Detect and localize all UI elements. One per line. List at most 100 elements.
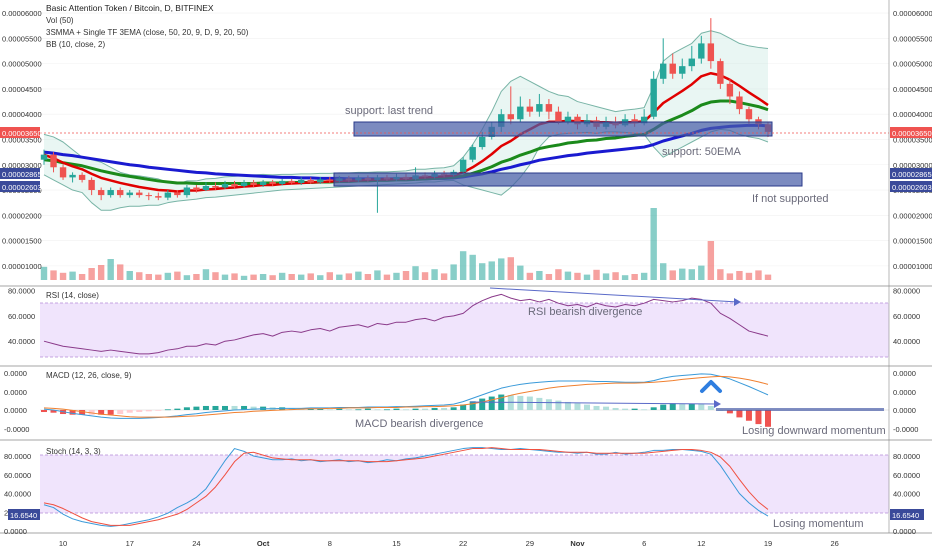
rsi-left-tick-label: 40.0000 [8,337,35,346]
price-tick-label: 0.00002000 [893,211,932,220]
macd-histogram-bar [193,406,200,410]
price-tick-label: 0.00006000 [893,9,932,18]
time-tick-label: 26 [831,539,839,548]
macd-histogram-bar [126,410,133,413]
volume-bar [564,271,572,280]
volume-bar [459,251,467,280]
candle-body [259,181,267,185]
candle-body [97,190,105,196]
macd-histogram-bar [698,403,705,410]
time-tick-label: 10 [59,539,67,548]
stoch-panel[interactable]: Losing momentum Stoch (14, 3, 3) [40,447,889,530]
left-price-tick-label: 0.00005500 [2,34,42,43]
volume-bar [450,264,457,280]
stoch-tick-label: 0.0000 [893,527,916,536]
candle-body [526,106,534,112]
macd-panel[interactable]: MACD bearish divergence Losing downward … [40,371,889,437]
volume-bar [593,269,600,280]
volume-bar [145,274,152,280]
left-price-tick-label: 0.00006000 [2,9,42,18]
volume-bar [583,274,591,280]
volume-bar [707,241,715,280]
macd-histogram-bar [660,404,667,410]
macd-histogram-bar [688,403,695,410]
rsi-panel[interactable]: RSI bearish divergence RSI (14, close) [40,287,889,358]
candle-body [574,116,581,125]
macd-histogram-bar [488,396,495,410]
candle-body [459,159,467,172]
candle-body [40,154,48,160]
candle-body [50,154,57,168]
volume-bar [669,270,676,280]
volume-bar [764,274,772,280]
support-box-lower [333,172,803,187]
candle-body [88,179,95,191]
price-tick-label: 0.00005500 [893,34,932,43]
candle-body [136,192,143,196]
macd-histogram-bar [450,407,457,410]
candle-body [717,61,724,84]
macd-label: MACD (12, 26, close, 9) [46,371,132,380]
macd-histogram-bar [707,405,714,410]
annotation-support-50ema: support: 50EMA [662,146,742,158]
volume-bar [440,273,448,280]
volume-bar [640,272,648,280]
macd-tick-label: 0.0000 [893,388,916,397]
macd-left-tick-label: 0.0000 [4,406,27,415]
macd-histogram-bar [431,407,438,410]
volume-bar [183,275,191,280]
macd-histogram-bar [669,403,676,410]
candle-body [498,114,505,127]
volume-bar [336,274,343,280]
macd-histogram-bar [326,409,333,411]
stoch-d-line [43,447,769,526]
rsi-label: RSI (14, close) [46,291,99,300]
macd-histogram-bar [136,410,143,413]
svg-text:0.00003650: 0.00003650 [892,129,932,138]
macd-arrow-head-icon [714,400,721,408]
volume-bar [250,274,257,280]
rsi-tick-label: 40.0000 [893,337,920,346]
candle-body [183,187,191,196]
candle-body [250,182,257,185]
macd-histogram-bar [403,409,409,411]
price-tick-label: 0.00001000 [893,262,932,271]
volume-bar [345,273,353,280]
volume-bar [88,268,95,280]
stoch-current-badge: 16.6540 16.6540 [8,509,924,520]
candle-body [69,174,76,178]
macd-histogram-bar [612,407,619,410]
macd-left-tick-label: 0.0000 [4,388,27,397]
macd-divergence-arrow [469,401,719,405]
volume-bar [326,272,333,280]
candle-body [545,104,553,112]
time-axis[interactable]: 10 17 24 Oct 8 15 22 29 Nov 6 12 19 26 [59,539,839,548]
macd-histogram-bar [231,405,238,410]
macd-tick-label: 0.0000 [893,369,916,378]
time-tick-label: Oct [257,539,270,548]
volume-bar [383,274,391,280]
volume-bar [374,270,381,280]
volume-bar [745,272,753,280]
rsi-left-tick-label: 60.0000 [8,312,35,321]
macd-histogram-bar [364,408,371,410]
volume-bar [298,274,305,280]
macd-histogram-bar [422,408,429,410]
volume-bar [631,274,638,280]
volume-bar [259,274,267,280]
macd-histogram-bar [555,400,562,410]
macd-histogram-bar [641,409,648,411]
svg-text:0.00002865: 0.00002865 [2,170,42,179]
stoch-left-tick-label: 40.0000 [4,490,31,499]
svg-text:0.00002603: 0.00002603 [892,183,932,192]
macd-histogram-bar [603,406,610,410]
main-panel[interactable]: support: last trend support: 50EMA If no… [40,12,889,280]
candle-body [469,147,476,160]
time-tick-label: 17 [126,539,134,548]
macd-histogram-bar [222,405,228,410]
macd-histogram-bar [536,397,543,410]
candle-body [555,111,562,122]
left-price-tick-label: 0.00001000 [2,262,42,271]
candle-body [231,183,238,186]
